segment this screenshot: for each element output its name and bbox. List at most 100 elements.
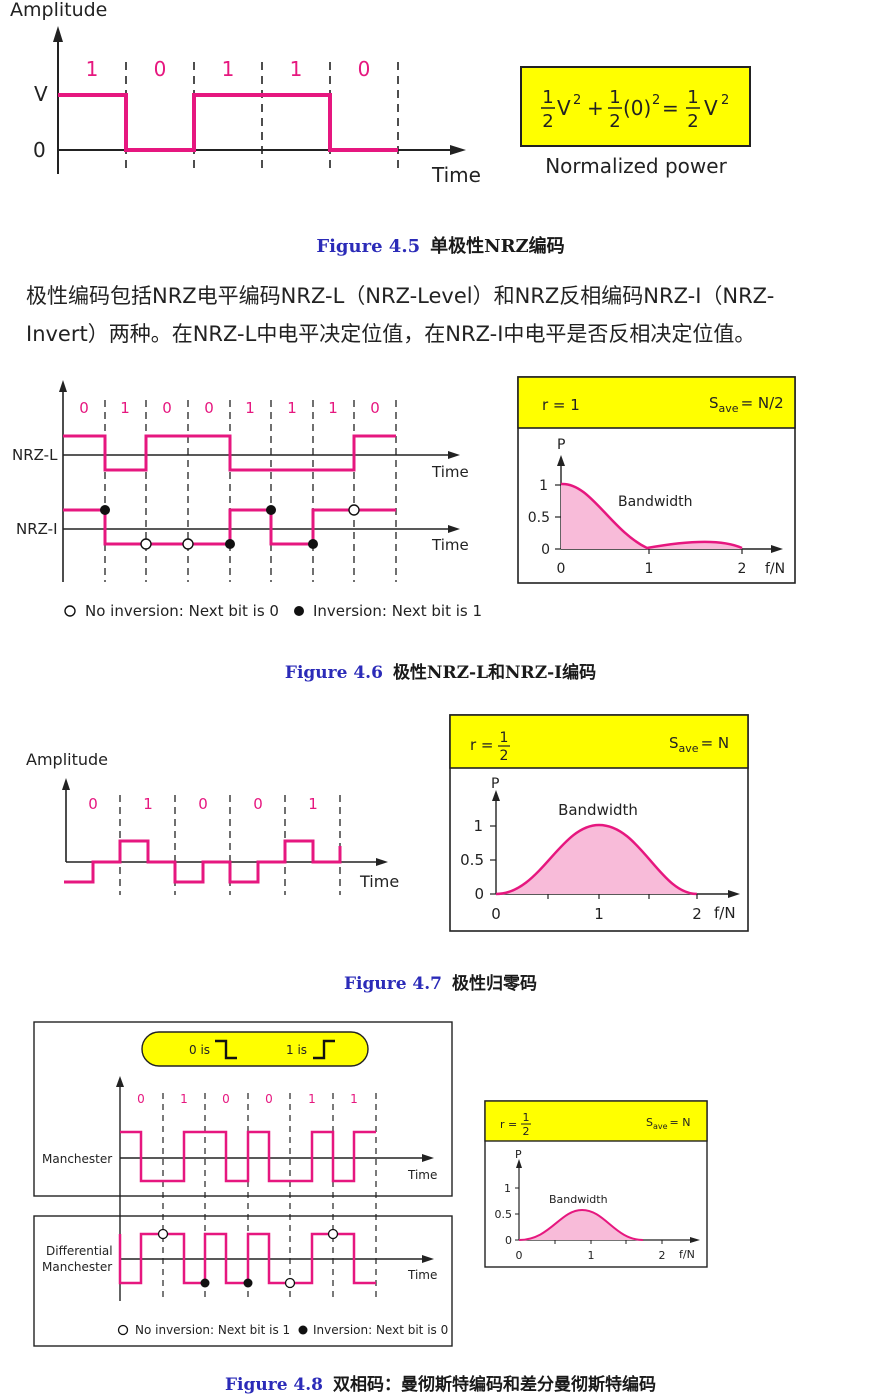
diff-manchester-time-label: Time: [407, 1268, 437, 1282]
fig45-caption: Figure 4.5 单极性NRZ编码: [0, 232, 881, 258]
inversion-marker: [308, 539, 318, 549]
formula-v: V: [704, 96, 718, 120]
pill-zero-label: 0 is: [189, 1043, 210, 1057]
inversion-marker: [243, 1278, 253, 1288]
y-tick: 0: [541, 542, 550, 558]
legend-filled-dot-icon: [294, 606, 304, 616]
diff-manchester-panel: [33, 1215, 453, 1347]
inversion-marker: [100, 505, 110, 515]
nrzi-time-label: Time: [431, 536, 469, 554]
formula-plus: +: [587, 96, 604, 120]
fig47-bit: 0: [198, 795, 208, 813]
x-tick: 0: [491, 905, 501, 923]
fig46-bit: 0: [370, 399, 380, 417]
fig46-bit: 1: [328, 399, 338, 417]
legend-open-label: No inversion: Next bit is 0: [85, 602, 279, 620]
formula-v: V: [557, 96, 571, 120]
fig48-caption: Figure 4.8 双相码：曼彻斯特编码和差分曼彻斯特编码: [0, 1370, 881, 1395]
y-tick: 0: [505, 1234, 512, 1247]
legend-open-dot-icon: [117, 1324, 129, 1336]
fig48-bit: 0: [222, 1092, 230, 1106]
legend-filled-label: Inversion: Next bit is 1: [313, 602, 482, 620]
manchester-signal: [120, 1130, 376, 1183]
fig48-diagram: 0 is 1 is 0 1 0 0 1 1 Manchester Time Di…: [33, 1021, 708, 1347]
fig47-bit: 1: [143, 795, 153, 813]
manchester-time-label: Time: [407, 1168, 437, 1182]
bitrate-ratio: r = 1: [542, 396, 580, 414]
legend-filled-dot-icon: [298, 1325, 308, 1335]
manchester-label: Manchester: [42, 1152, 112, 1166]
inversion-marker: [266, 505, 276, 515]
caption-text: 单极性NRZ编码: [430, 236, 565, 257]
fig46-bit: 0: [162, 399, 172, 417]
fig45-level-v: V: [34, 82, 48, 106]
nrzl-time-label: Time: [431, 463, 469, 481]
caption-text: 极性NRZ-L和NRZ-I编码: [392, 663, 597, 683]
fig47-amplitude-label: Amplitude: [26, 750, 108, 769]
fig48-spectrum-box: r = 1 2 Save = N P 1 0.5 0 0 1 2 f/N Band…: [484, 1100, 708, 1268]
x-unit: f/N: [714, 904, 736, 922]
no-inversion-marker: [327, 1228, 339, 1240]
x-tick: 0: [557, 561, 566, 577]
y-tick: 1: [473, 817, 483, 835]
y-tick: 0.5: [528, 510, 550, 526]
fraction-den: 2: [687, 111, 698, 132]
y-tick: 1: [504, 1182, 511, 1195]
fig48-bit: 0: [137, 1092, 145, 1106]
fig45-bit: 1: [290, 57, 303, 81]
spectrum-curve: [519, 1210, 643, 1240]
formula-sq: 2: [573, 93, 581, 108]
fig45-bit: 0: [154, 57, 167, 81]
fig46-diagram: 0 1 0 0 1 1 1 0 NRZ-L Time NRZ-I Time No…: [12, 376, 796, 620]
fig46-bit: 0: [204, 399, 214, 417]
fig45-bit: 1: [222, 57, 235, 81]
fraction-num: 1: [500, 730, 509, 746]
bitrate-ratio: r =: [500, 1118, 517, 1131]
caption-text: 极性归零码: [452, 974, 538, 994]
y-tick: 0: [474, 885, 484, 903]
fig48-bit: 1: [308, 1092, 316, 1106]
fraction-num: 1: [687, 87, 698, 108]
x-tick: 1: [594, 905, 604, 923]
diff-manchester-label-1: Differential: [46, 1244, 113, 1258]
no-inversion-marker: [284, 1277, 296, 1289]
saverage-label: Save = N: [646, 1116, 691, 1131]
fraction-num: 1: [523, 1111, 530, 1124]
fig45-bit: 1: [86, 57, 99, 81]
fig45-bit: 0: [358, 57, 371, 81]
fig45-time-label: Time: [431, 163, 481, 187]
fig46-bit: 1: [245, 399, 255, 417]
no-inversion-marker: [140, 538, 152, 550]
x-tick: 2: [659, 1249, 666, 1262]
fig46-bit: 1: [120, 399, 130, 417]
fig47-bit: 0: [88, 795, 98, 813]
rz-signal: [64, 839, 342, 884]
inversion-marker: [225, 539, 235, 549]
no-inversion-marker: [157, 1228, 169, 1240]
fraction-num: 1: [609, 87, 620, 108]
y-tick: 0.5: [495, 1208, 513, 1221]
nrzl-label: NRZ-L: [12, 446, 58, 464]
diff-manchester-label-2: Manchester: [42, 1260, 112, 1274]
fig47-bit: 0: [253, 795, 263, 813]
nrzl-signal: [63, 434, 396, 472]
nrzi-signal: [63, 508, 396, 546]
fig47-time-label: Time: [359, 872, 399, 891]
no-inversion-marker: [348, 504, 360, 516]
x-unit: f/N: [679, 1248, 695, 1261]
p-axis-label: P: [515, 1148, 522, 1161]
fig48-bit: 1: [180, 1092, 188, 1106]
fig45-amplitude-label: Amplitude: [10, 0, 107, 21]
y-tick: 0.5: [460, 851, 484, 869]
bitrate-ratio: r =: [470, 736, 494, 754]
fig46-spectrum-box: r = 1 Save = N/2 P 1 0.5 0 0 1 2 f/N Band…: [517, 376, 796, 584]
caption-number: Figure 4.6: [284, 663, 383, 683]
spectrum-curve: [561, 483, 742, 549]
fig45-signal: [58, 93, 398, 152]
saverage-label: Save = N: [669, 734, 729, 755]
x-unit: f/N: [765, 561, 785, 577]
p-axis-label: P: [557, 437, 565, 453]
fig45-formula-box: [520, 66, 751, 147]
caption-number: Figure 4.5: [316, 236, 421, 257]
encoding-rule-pill: [141, 1031, 369, 1067]
